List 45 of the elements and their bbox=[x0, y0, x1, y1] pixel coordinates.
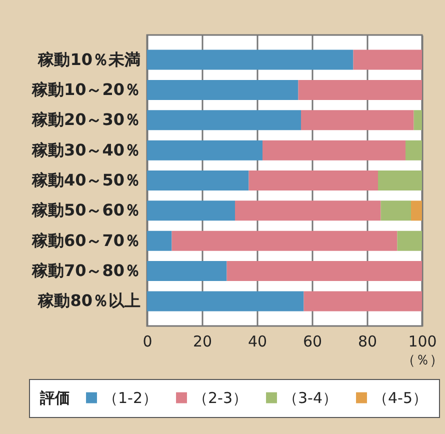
legend-label: （3-4） bbox=[283, 388, 338, 407]
bar bbox=[406, 140, 422, 160]
bar bbox=[411, 200, 422, 221]
x-axis-title: （％） bbox=[402, 352, 444, 368]
x-tick-label: 80 bbox=[358, 332, 378, 350]
bar bbox=[298, 80, 422, 100]
x-tick-label: 100 bbox=[408, 332, 437, 350]
bar bbox=[248, 170, 378, 190]
bar bbox=[304, 291, 422, 312]
bar bbox=[414, 110, 422, 130]
bar bbox=[147, 170, 249, 190]
bar bbox=[147, 110, 301, 130]
bar bbox=[172, 230, 398, 251]
bar bbox=[147, 200, 235, 221]
legend-label: （1-2） bbox=[103, 388, 158, 407]
y-tick-label: 稼動10％未満 bbox=[37, 50, 140, 69]
bar bbox=[235, 200, 381, 221]
legend-label: （4-5） bbox=[373, 388, 428, 407]
legend-title: 評価 bbox=[39, 389, 70, 407]
y-tick-label: 稼動40～50％ bbox=[30, 170, 140, 190]
y-tick-label: 稼動30～40％ bbox=[30, 140, 140, 160]
bar bbox=[226, 261, 422, 282]
x-tick-label: 40 bbox=[248, 332, 268, 350]
bar bbox=[378, 170, 422, 190]
bar bbox=[147, 261, 227, 282]
y-tick-label: 稼動60～70％ bbox=[30, 230, 140, 250]
bar bbox=[262, 140, 406, 160]
y-tick-label: 稼動70～80％ bbox=[30, 261, 140, 280]
bar bbox=[147, 50, 354, 70]
y-tick-label: 稼動10～20％ bbox=[30, 80, 140, 99]
legend-label: （2-3） bbox=[193, 388, 248, 407]
bar bbox=[301, 110, 414, 130]
x-tick-label: 60 bbox=[302, 332, 322, 350]
bar bbox=[147, 140, 262, 160]
bar bbox=[380, 200, 411, 221]
x-tick-label: 20 bbox=[192, 332, 212, 350]
bar bbox=[147, 291, 304, 312]
bar bbox=[353, 50, 422, 70]
y-tick-label: 稼動20～30％ bbox=[30, 110, 140, 130]
bar bbox=[397, 230, 422, 251]
y-tick-label: 稼動50～60％ bbox=[30, 200, 140, 220]
y-tick-label: 稼動80％以上 bbox=[37, 291, 140, 310]
bar bbox=[147, 80, 298, 100]
x-tick-label: 0 bbox=[142, 332, 152, 350]
bar bbox=[147, 230, 172, 251]
